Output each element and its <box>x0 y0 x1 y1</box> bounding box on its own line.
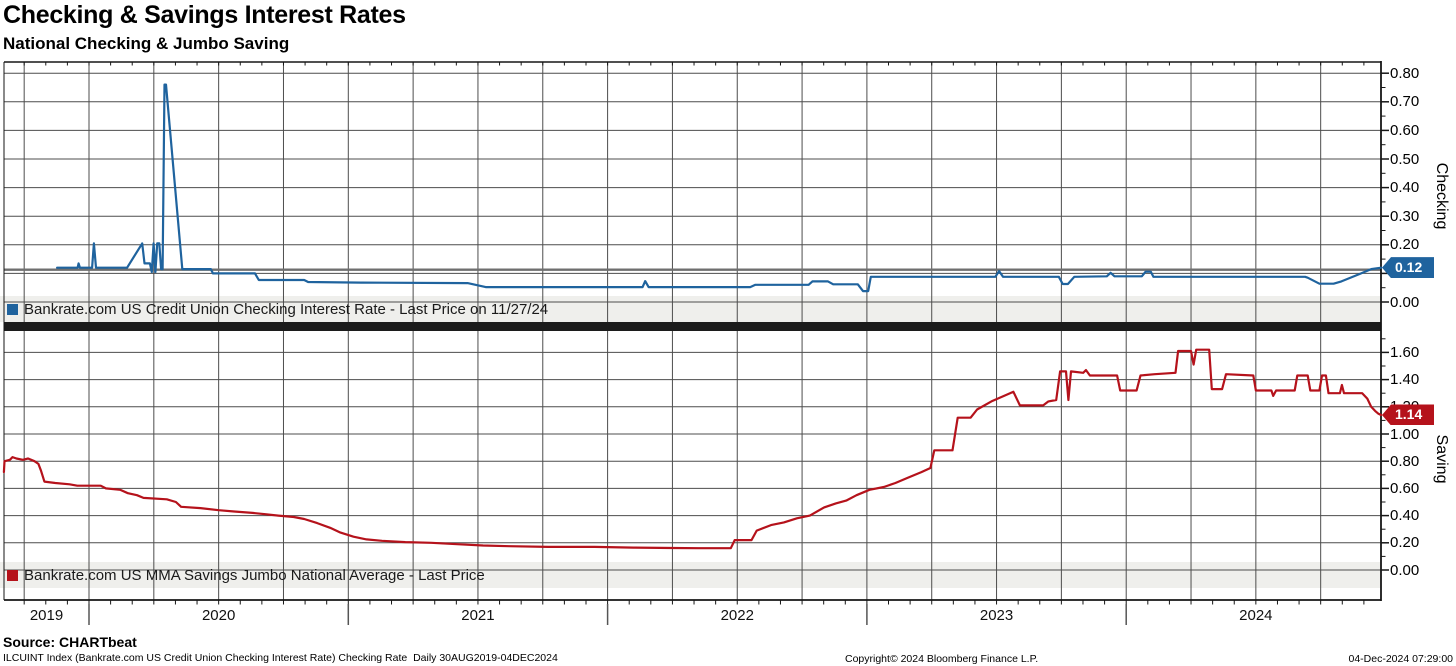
y-axis-tick-label: 0.60 <box>1390 121 1420 139</box>
legend-saving-label: Bankrate.com US MMA Savings Jumbo Nation… <box>24 566 485 584</box>
footer-timestamp: 04-Dec-2024 07:29:00 <box>1348 653 1454 665</box>
x-axis-year-label: 2023 <box>979 607 1014 624</box>
legend-checking-label: Bankrate.com US Credit Union Checking In… <box>24 300 549 318</box>
x-axis-year-label: 2022 <box>720 607 754 624</box>
x-axis-year-label: 2024 <box>1239 607 1273 624</box>
footer-source: Source: CHARTbeat <box>3 634 137 650</box>
saving-legend-strip <box>0 562 1381 588</box>
y-axis-tick-label: 0.20 <box>1390 534 1420 552</box>
footer-copyright: Copyright© 2024 Bloomberg Finance L.P. <box>845 653 1039 665</box>
y-axis-tick-label: 0.60 <box>1390 479 1420 497</box>
y-axis-tick-label: 0.40 <box>1390 179 1420 197</box>
page-title: Checking & Savings Interest Rates <box>3 1 406 29</box>
y-axis-tick-label: 1.40 <box>1390 371 1420 389</box>
y-axis-tick-label: 0.20 <box>1390 236 1420 254</box>
legend-item-checking[interactable]: Bankrate.com US Credit Union Checking In… <box>7 298 548 320</box>
checking-last-price-tag: 0.12 <box>1382 257 1434 279</box>
y-axis-tick-label: 0.80 <box>1390 64 1420 82</box>
x-axis-year-label: 2020 <box>201 607 236 624</box>
saving-series-swatch-icon <box>7 569 18 581</box>
y-axis-tick-label: 0.30 <box>1390 207 1420 225</box>
chart-subtitle: National Checking & Jumbo Saving <box>3 34 290 53</box>
y-axis-tick-label: 0.50 <box>1390 150 1420 168</box>
y-axis-tick-label: 1.60 <box>1390 343 1420 361</box>
checking-legend-strip <box>0 296 1381 322</box>
y-axis-tick-label: 0.80 <box>1390 452 1420 470</box>
y-axis-tick-label: 0.70 <box>1390 93 1420 111</box>
y-axis-tick-label: 1.00 <box>1390 425 1420 443</box>
checking-axis-title: Checking <box>1433 162 1450 230</box>
saving-axis-title: Saving <box>1433 434 1450 484</box>
y-axis-tick-label: 0.40 <box>1390 507 1420 525</box>
x-axis-year-label: 2021 <box>461 607 495 624</box>
y-axis-tick-label: 0.00 <box>1390 293 1420 311</box>
x-axis-year-label: 2019 <box>29 607 64 624</box>
legend-item-saving[interactable]: Bankrate.com US MMA Savings Jumbo Nation… <box>7 564 485 586</box>
saving-last-price-tag: 1.14 <box>1382 404 1434 426</box>
y-axis-tick-label: 0.00 <box>1390 561 1420 579</box>
checking-series-swatch-icon <box>7 303 18 315</box>
footer-description: ILCUINT Index (Bankrate.com US Credit Un… <box>3 652 558 664</box>
